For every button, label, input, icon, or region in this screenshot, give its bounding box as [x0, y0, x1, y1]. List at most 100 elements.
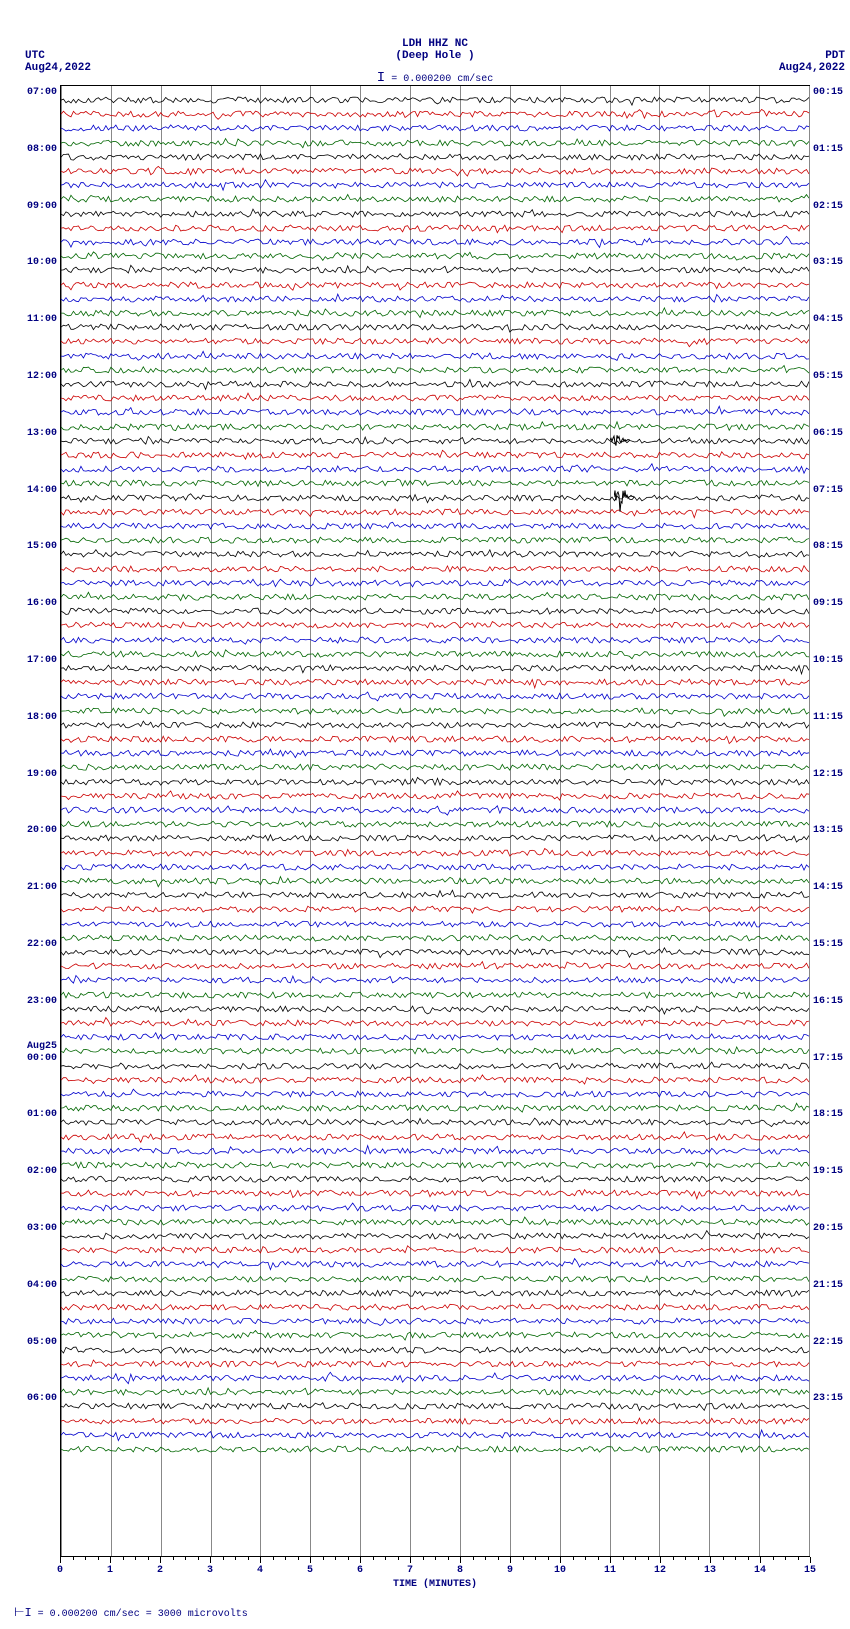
x-tick-minor [85, 1557, 86, 1560]
x-tick-minor [435, 1557, 436, 1560]
x-tick [310, 1557, 311, 1563]
x-axis-title: TIME (MINUTES) [393, 1579, 477, 1590]
x-tick-minor [398, 1557, 399, 1560]
utc-time-label: 17:00 [27, 655, 57, 666]
utc-time-label: 08:00 [27, 144, 57, 155]
utc-time-label: 09:00 [27, 201, 57, 212]
x-tick-minor [198, 1557, 199, 1560]
left-date: Aug24,2022 [25, 62, 91, 74]
x-tick-minor [598, 1557, 599, 1560]
x-tick-minor [285, 1557, 286, 1560]
pdt-time-label: 18:15 [813, 1109, 843, 1120]
pdt-time-label: 15:15 [813, 939, 843, 950]
day-label: Aug25 [27, 1041, 57, 1052]
x-tick-minor [735, 1557, 736, 1560]
station-location: (Deep Hole ) [395, 50, 474, 62]
x-tick-minor [773, 1557, 774, 1560]
utc-time-label: 21:00 [27, 882, 57, 893]
x-tick-label: 4 [257, 1565, 263, 1576]
x-tick-minor [685, 1557, 686, 1560]
x-tick-minor [485, 1557, 486, 1560]
x-tick-minor [385, 1557, 386, 1560]
utc-time-label: 16:00 [27, 598, 57, 609]
x-tick-minor [185, 1557, 186, 1560]
x-tick-minor [798, 1557, 799, 1560]
x-tick-minor [223, 1557, 224, 1560]
utc-time-label: 01:00 [27, 1109, 57, 1120]
pdt-time-label: 10:15 [813, 655, 843, 666]
seismogram-plot: 07:0008:0009:0010:0011:0012:0013:0014:00… [60, 85, 810, 1557]
x-tick-label: 5 [307, 1565, 313, 1576]
x-tick-minor [748, 1557, 749, 1560]
pdt-time-label: 12:15 [813, 769, 843, 780]
x-tick-minor [785, 1557, 786, 1560]
x-tick [560, 1557, 561, 1563]
x-tick [410, 1557, 411, 1563]
utc-time-label: 02:00 [27, 1166, 57, 1177]
pdt-time-label: 21:15 [813, 1280, 843, 1291]
x-tick-minor [323, 1557, 324, 1560]
pdt-time-label: 01:15 [813, 144, 843, 155]
x-tick-label: 11 [604, 1565, 616, 1576]
utc-time-label: 22:00 [27, 939, 57, 950]
x-tick-minor [548, 1557, 549, 1560]
x-tick-minor [535, 1557, 536, 1560]
x-tick [260, 1557, 261, 1563]
utc-time-label: 15:00 [27, 541, 57, 552]
pdt-time-label: 00:15 [813, 87, 843, 98]
x-tick-label: 9 [507, 1565, 513, 1576]
x-tick [510, 1557, 511, 1563]
x-tick-label: 8 [457, 1565, 463, 1576]
pdt-time-label: 22:15 [813, 1337, 843, 1348]
x-tick-label: 2 [157, 1565, 163, 1576]
pdt-time-label: 19:15 [813, 1166, 843, 1177]
x-tick-minor [673, 1557, 674, 1560]
utc-time-label: 12:00 [27, 371, 57, 382]
x-tick-minor [123, 1557, 124, 1560]
x-tick-minor [523, 1557, 524, 1560]
utc-time-label: 05:00 [27, 1337, 57, 1348]
x-tick [760, 1557, 761, 1563]
x-tick [610, 1557, 611, 1563]
x-tick-minor [298, 1557, 299, 1560]
x-tick-minor [273, 1557, 274, 1560]
pdt-time-label: 04:15 [813, 314, 843, 325]
x-tick-minor [498, 1557, 499, 1560]
x-tick-minor [698, 1557, 699, 1560]
utc-time-label: 10:00 [27, 257, 57, 268]
x-tick-minor [248, 1557, 249, 1560]
pdt-time-label: 11:15 [813, 712, 843, 723]
x-tick-label: 0 [57, 1565, 63, 1576]
x-tick [110, 1557, 111, 1563]
pdt-time-label: 17:15 [813, 1053, 843, 1064]
header-right: PDT Aug24,2022 [779, 50, 845, 74]
x-tick-minor [135, 1557, 136, 1560]
pdt-time-label: 03:15 [813, 257, 843, 268]
x-tick-minor [573, 1557, 574, 1560]
x-tick-minor [373, 1557, 374, 1560]
x-tick-label: 10 [554, 1565, 566, 1576]
right-tz: PDT [779, 50, 845, 62]
utc-time-label: 06:00 [27, 1393, 57, 1404]
x-tick-label: 7 [407, 1565, 413, 1576]
x-tick-minor [448, 1557, 449, 1560]
x-tick-label: 1 [107, 1565, 113, 1576]
x-tick-label: 6 [357, 1565, 363, 1576]
utc-time-label: 19:00 [27, 769, 57, 780]
x-tick-minor [98, 1557, 99, 1560]
utc-time-label: 23:00 [27, 996, 57, 1007]
right-date: Aug24,2022 [779, 62, 845, 74]
scale-note: I = 0.000200 cm/sec [377, 70, 493, 86]
x-tick-minor [585, 1557, 586, 1560]
x-axis: TIME (MINUTES) 0123456789101112131415 [60, 1557, 810, 1597]
pdt-time-label: 13:15 [813, 825, 843, 836]
x-tick-minor [235, 1557, 236, 1560]
x-tick-label: 12 [654, 1565, 666, 1576]
utc-time-label: 00:00 [27, 1053, 57, 1064]
x-tick-minor [173, 1557, 174, 1560]
x-tick-minor [723, 1557, 724, 1560]
x-tick [360, 1557, 361, 1563]
x-tick [710, 1557, 711, 1563]
utc-time-label: 13:00 [27, 428, 57, 439]
x-tick-minor [423, 1557, 424, 1560]
